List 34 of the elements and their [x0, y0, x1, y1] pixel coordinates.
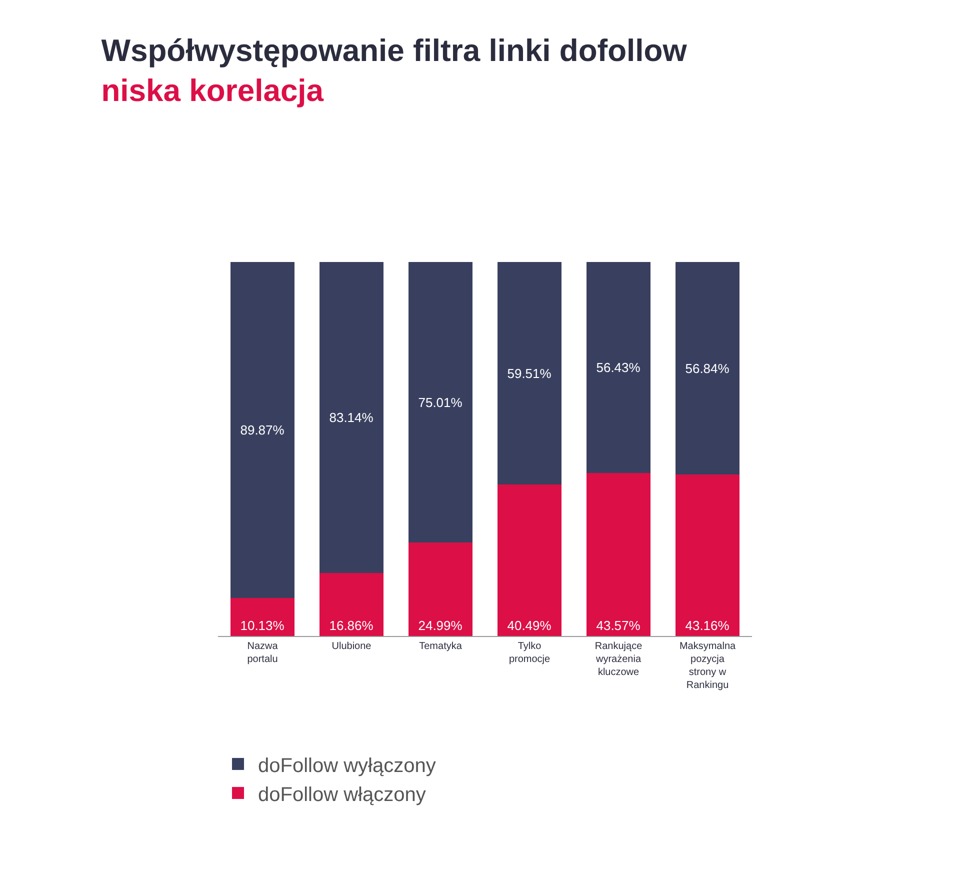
chart-subtitle: niska korelacja — [101, 73, 324, 108]
bar — [230, 598, 295, 636]
data-label: 43.16% — [685, 618, 730, 633]
x-tick-label: Maksymalna pozycja strony w Rankingu — [679, 641, 736, 691]
data-label: 56.84% — [685, 360, 730, 376]
legend-label: doFollow włączony — [258, 784, 426, 806]
data-label: 16.86% — [329, 618, 374, 633]
bar — [319, 572, 384, 636]
data-label: 56.43% — [596, 360, 641, 376]
x-tick-label: Tematyka — [419, 641, 462, 652]
bar — [230, 262, 295, 598]
data-label: 89.87% — [240, 422, 285, 438]
x-tick-label: Nazwa portalu — [247, 641, 278, 665]
bar — [408, 542, 473, 636]
bar — [586, 473, 651, 636]
legend-label: doFollow wyłączony — [258, 754, 436, 777]
data-label: 10.13% — [240, 618, 285, 633]
data-label: 75.01% — [418, 394, 463, 410]
chart-title: Współwystępowanie filtra linki dofollow — [101, 32, 688, 68]
bar — [497, 262, 562, 485]
x-tick-label: Rankujące wyrażenia kluczowe — [594, 641, 643, 678]
data-label: 43.57% — [596, 618, 641, 633]
bar — [675, 474, 740, 636]
bar — [408, 262, 473, 543]
bar — [319, 262, 384, 573]
bar — [675, 262, 740, 475]
x-tick-label: Tylko promocje — [508, 641, 550, 665]
data-label: 24.99% — [418, 618, 463, 633]
data-label: 40.49% — [507, 618, 552, 633]
x-tick-label: Ulubione — [332, 641, 372, 652]
bar — [497, 484, 562, 636]
bar — [586, 262, 651, 474]
data-label: 59.51% — [507, 366, 552, 381]
data-label: 83.14% — [329, 410, 374, 425]
